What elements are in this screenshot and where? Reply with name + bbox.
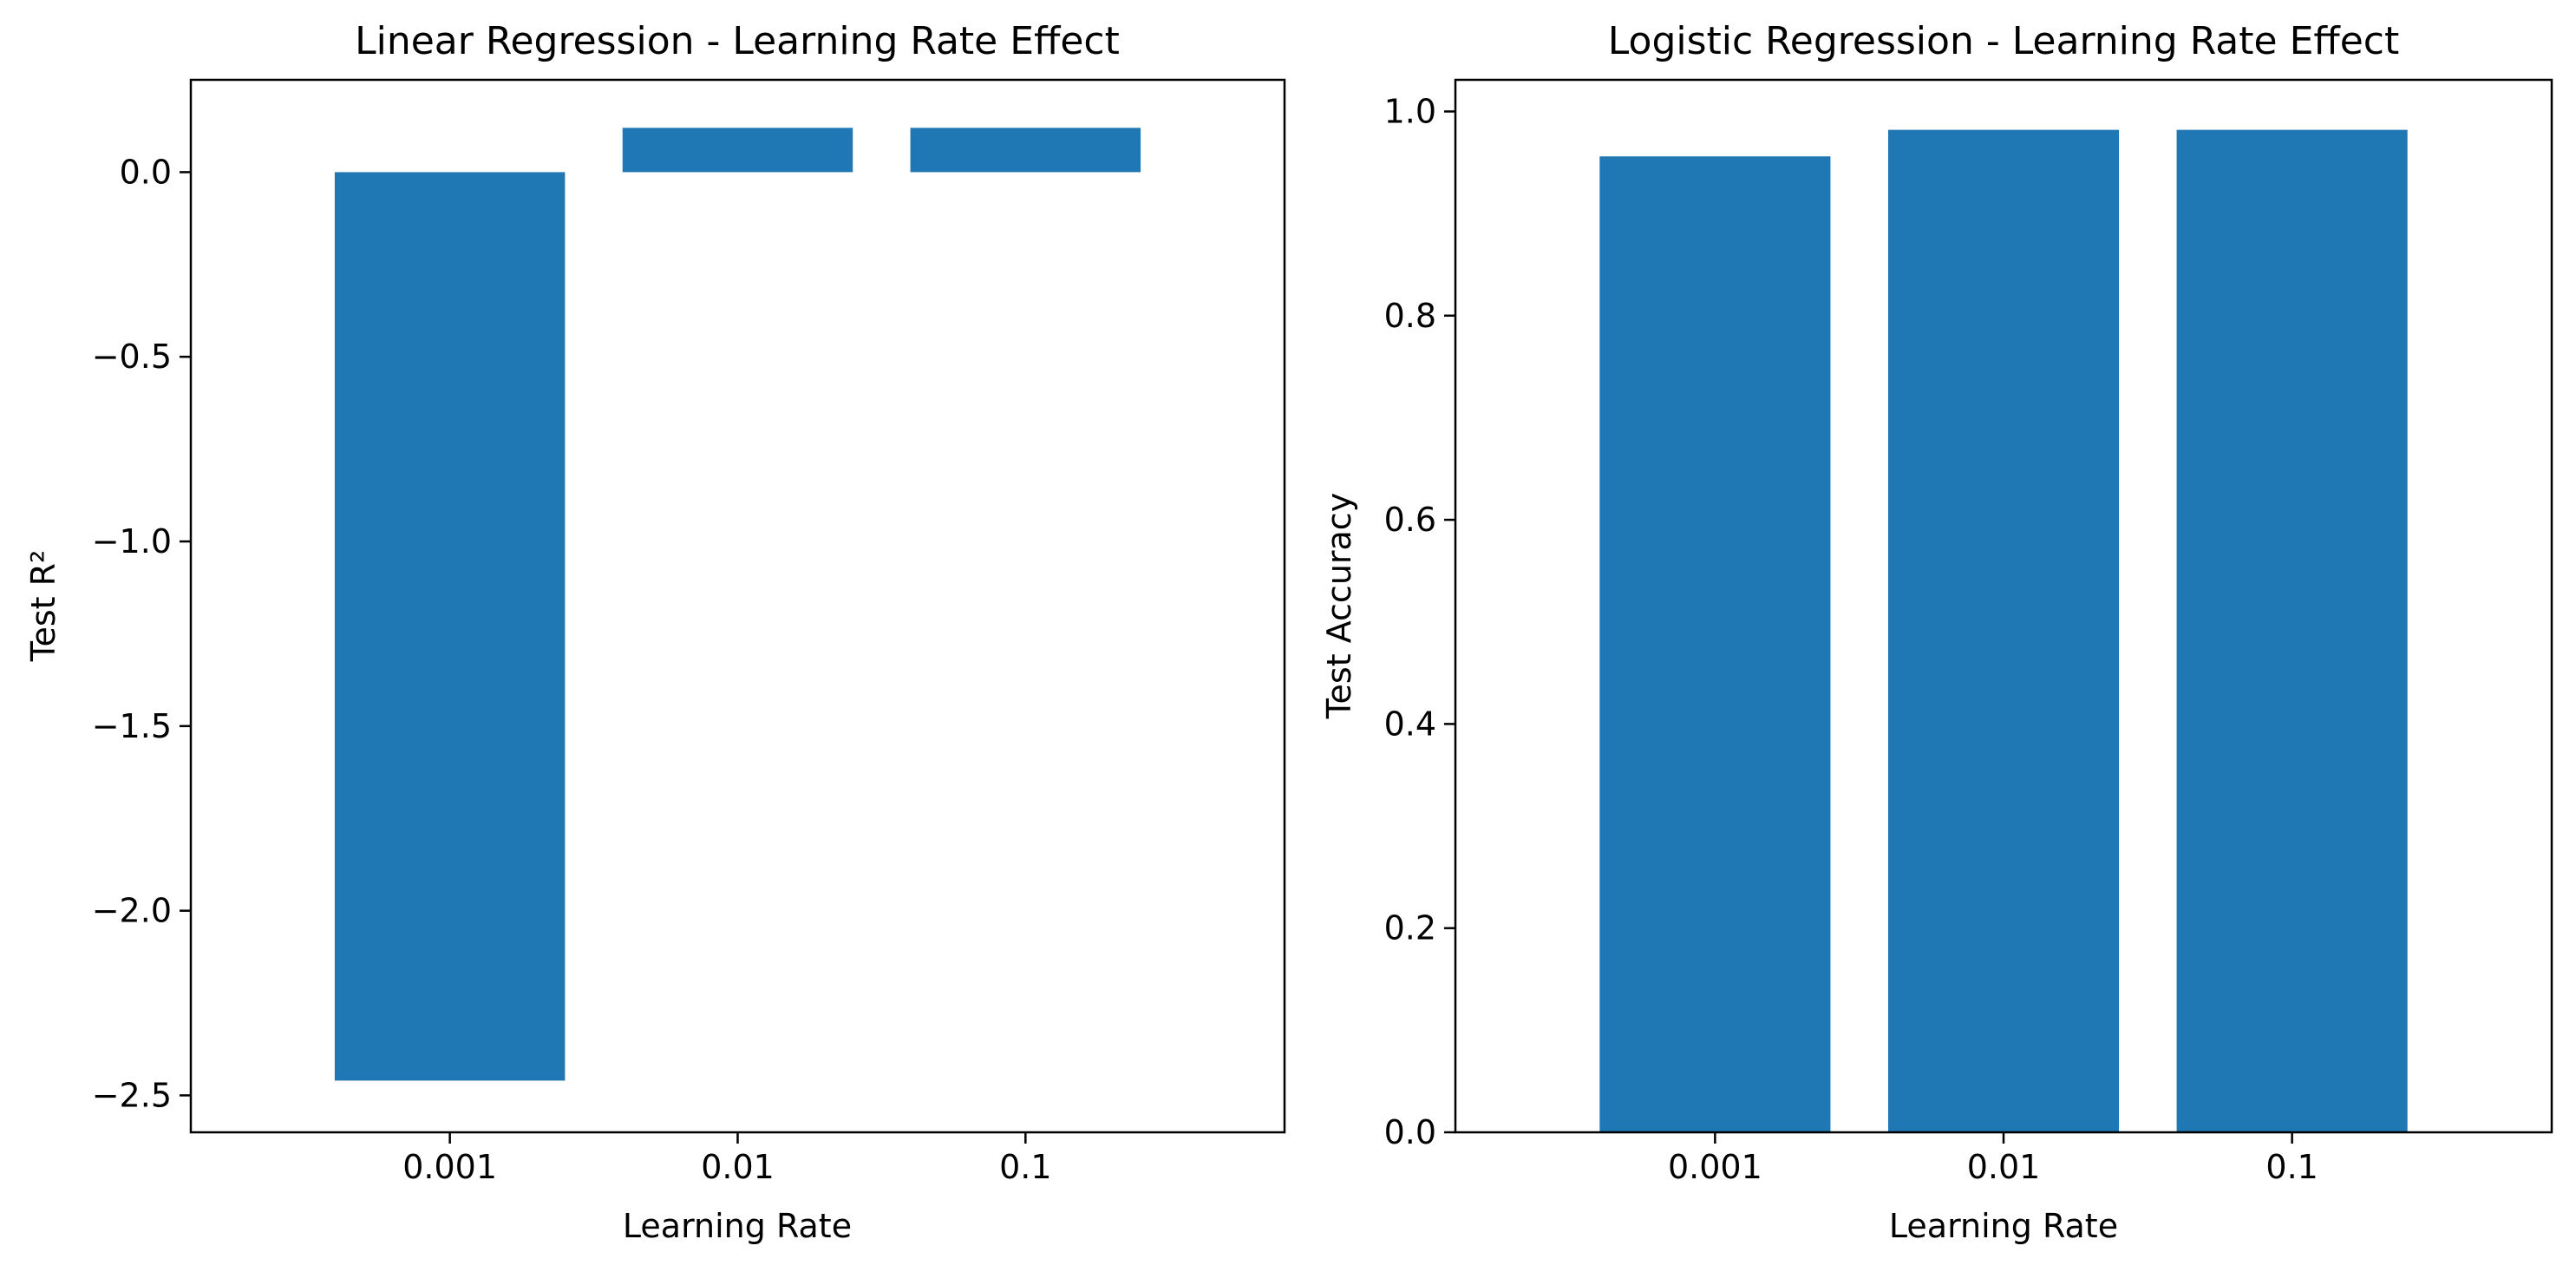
x-tick-label: 0.001 <box>402 1148 497 1186</box>
y-tick-label: −2.0 <box>92 892 172 930</box>
plot-frame <box>1454 78 2553 1134</box>
y-axis-label: Test R² <box>24 550 62 663</box>
logistic-regression-chart: Logistic Regression - Learning Rate Effe… <box>1320 19 2553 1245</box>
y-tick-label: −1.5 <box>92 707 172 745</box>
bar-0.001 <box>334 172 566 1081</box>
y-tick-label: 0.2 <box>1384 909 1436 947</box>
y-tick-label: −0.5 <box>92 338 172 376</box>
y-tick-label: 0.0 <box>1384 1113 1436 1151</box>
bar-0.1 <box>910 128 1141 173</box>
bar-0.01 <box>622 128 853 173</box>
y-tick-label: −1.0 <box>92 522 172 561</box>
bar-0.1 <box>2176 129 2408 1132</box>
y-tick-label: 0.8 <box>1384 297 1436 335</box>
y-axis-label: Test Accuracy <box>1320 493 1358 719</box>
x-tick-label: 0.001 <box>1668 1148 1762 1186</box>
y-tick-label: −2.5 <box>92 1076 172 1114</box>
chart-title: Linear Regression - Learning Rate Effect <box>355 19 1120 63</box>
x-tick-label: 0.01 <box>701 1148 775 1186</box>
y-tick-label: 0.4 <box>1384 705 1436 743</box>
bar-0.001 <box>1599 156 1831 1132</box>
x-tick-label: 0.1 <box>2265 1148 2318 1186</box>
y-tick-label: 0.6 <box>1384 501 1436 539</box>
x-tick-label: 0.01 <box>1967 1148 2041 1186</box>
chart-title: Logistic Regression - Learning Rate Effe… <box>1608 19 2399 63</box>
bar-0.01 <box>1887 129 2120 1132</box>
x-tick-label: 0.1 <box>999 1148 1051 1186</box>
linear-regression-chart: Linear Regression - Learning Rate Effect… <box>24 19 1286 1245</box>
plot-frame <box>189 78 1286 1134</box>
y-tick-label: 0.0 <box>120 153 172 191</box>
y-tick-label: 1.0 <box>1384 92 1436 130</box>
x-axis-label: Learning Rate <box>1889 1207 2118 1245</box>
x-axis-label: Learning Rate <box>623 1207 852 1245</box>
